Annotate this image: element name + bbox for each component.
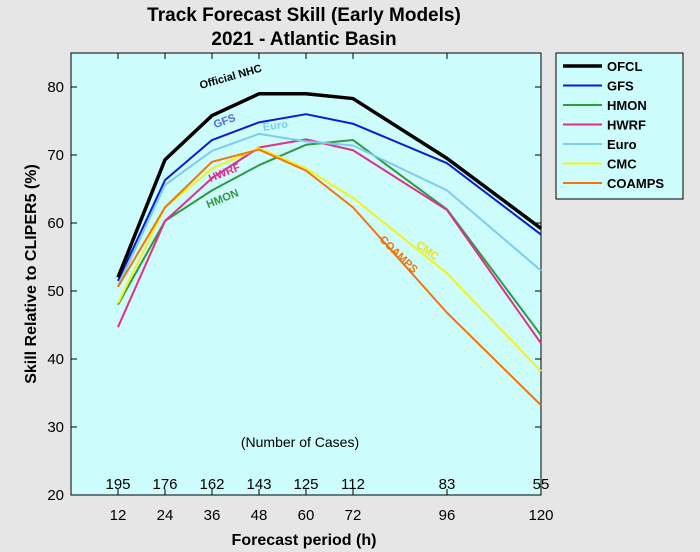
y-tick-label: 80	[47, 79, 64, 96]
x-tick-label: 36	[204, 507, 221, 524]
series-line-euro	[117, 132, 542, 287]
legend-label: OFCL	[607, 59, 642, 74]
x-tick-label: 24	[157, 507, 174, 524]
series-line-hwrf	[117, 138, 542, 344]
y-tick-label: 20	[47, 487, 64, 504]
series-line-ofcl	[116, 92, 543, 279]
y-tick-label: 50	[47, 283, 64, 300]
x-tick-label: 96	[439, 507, 456, 524]
x-axis-label: Forecast period (h)	[232, 532, 377, 549]
legend-box	[555, 52, 684, 200]
case-count: 125	[293, 476, 318, 493]
series-line-hmon	[117, 139, 542, 336]
case-count: 195	[105, 476, 130, 493]
series-line-coamps	[117, 148, 542, 406]
number-of-cases-label: (Number of Cases)	[241, 434, 359, 450]
case-count: 112	[341, 476, 365, 493]
y-tick-label: 60	[47, 215, 64, 232]
legend-label: CMC	[607, 157, 637, 172]
series-lines	[116, 92, 543, 406]
legend-label: HWRF	[607, 118, 646, 133]
case-count: 55	[533, 476, 550, 493]
legend-label: COAMPS	[607, 176, 664, 191]
legend-label: GFS	[607, 79, 634, 94]
x-tick-label: 12	[110, 507, 127, 524]
x-tick-label: 48	[251, 507, 268, 524]
y-tick-label: 70	[47, 147, 64, 164]
chart-title: Track Forecast Skill (Early Models)	[147, 5, 461, 26]
y-axis: 20 30 40 50 60 70 80	[47, 79, 541, 504]
y-axis-label: Skill Relative to CLIPER5 (%)	[23, 164, 40, 384]
y-tick-label: 40	[47, 351, 64, 368]
legend-label: HMON	[607, 98, 647, 113]
series-line-gfs	[117, 113, 542, 282]
y-tick-label: 30	[47, 419, 64, 436]
chart-subtitle: 2021 - Atlantic Basin	[211, 29, 396, 50]
legend-label: Euro	[607, 137, 637, 152]
case-count: 162	[199, 476, 224, 493]
case-count: 176	[152, 476, 177, 493]
case-counts: 195 176 162 143 125 112 83 55	[105, 476, 549, 493]
x-tick-label: 72	[345, 507, 362, 524]
plot-area	[70, 52, 542, 496]
x-axis: 12 24 36 48 60 72 96 120	[110, 53, 554, 524]
case-count: 83	[439, 476, 456, 493]
x-tick-label: 120	[528, 507, 553, 524]
annotation-label: Euro	[262, 118, 289, 133]
x-tick-label: 60	[298, 507, 315, 524]
case-count: 143	[246, 476, 271, 493]
legend: OFCL GFS HMON HWRF Euro CMC COAMPS	[555, 52, 684, 200]
